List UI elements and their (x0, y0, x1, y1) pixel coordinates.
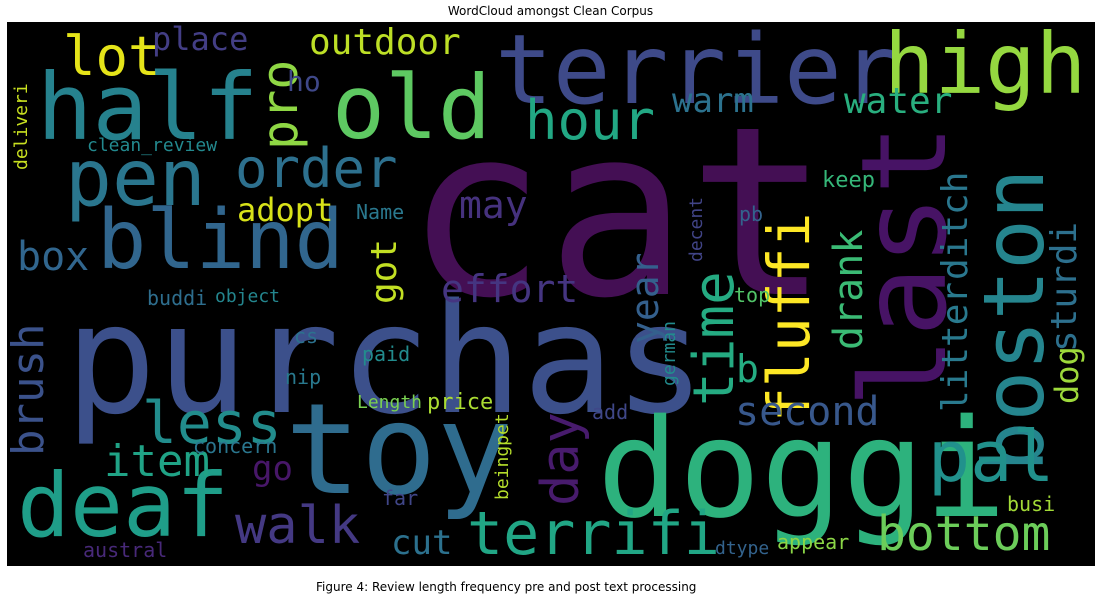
word-go: go (252, 449, 293, 489)
word-adopt: adopt (237, 191, 334, 229)
word-toy: toy (285, 376, 513, 523)
word-old: old (332, 56, 491, 159)
word-dtype: dtype (715, 538, 770, 559)
word-got: got (364, 238, 405, 304)
word-Length: Length (357, 392, 423, 413)
word-brush: brush (7, 323, 54, 456)
word-appear: appear (777, 530, 850, 554)
word-b: b (736, 347, 759, 391)
word-concern: concern (193, 434, 278, 458)
word-cloud: cat purchas toy doggi last terrier half … (7, 22, 1095, 566)
word-deaf: deaf (17, 454, 229, 557)
word-sturdi: sturdi (1044, 221, 1085, 352)
word-effort: effort (441, 267, 579, 311)
word-drank: drank (826, 229, 872, 350)
word-clean_review: clean_review (87, 135, 218, 156)
word-may: may (459, 183, 528, 227)
word-austral: austral (83, 538, 168, 562)
word-litter: litter (935, 281, 976, 412)
word-add: add (592, 400, 629, 424)
figure-caption: Figure 4: Review length frequency pre an… (316, 580, 697, 594)
word-terrier: terrier (495, 22, 900, 126)
word-warm: warm (672, 81, 754, 121)
word-pb: pb (739, 202, 764, 226)
word-pal: pal (928, 416, 1055, 498)
word-buddi: buddi (147, 286, 208, 310)
word-paid: paid (362, 342, 411, 366)
word-ditch: ditch (935, 171, 976, 280)
word-high: high (884, 22, 1087, 113)
word-keep: keep (822, 168, 875, 193)
word-day: day (531, 412, 591, 506)
word-doggi: doggi (597, 391, 1007, 549)
word-decent: decent (686, 196, 707, 262)
word-half: half (37, 54, 259, 161)
figure-title: WordCloud amongst Clean Corpus (447, 4, 654, 18)
word-pen: pen (65, 134, 206, 224)
word-ho: ho (287, 65, 321, 98)
word-outdoor: outdoor (309, 22, 461, 63)
word-blind: blind (97, 193, 344, 288)
word-object: object (215, 286, 281, 307)
word-top: top (734, 283, 771, 307)
word-nip: nip (285, 365, 322, 389)
word-bottom: bottom (877, 506, 1051, 562)
word-item: item (104, 436, 210, 487)
word-german: german (659, 320, 680, 386)
word-far: far (382, 486, 419, 510)
word-lot: lot (63, 25, 161, 88)
word-cs: cs (294, 324, 319, 348)
word-dog: dog (1048, 346, 1086, 404)
word-box: box (17, 234, 90, 280)
word-water: water (844, 81, 953, 122)
word-place: place (152, 22, 249, 58)
word-less: less (142, 389, 282, 457)
word-terrifi: terrifi (467, 499, 720, 566)
word-deliveri: deliveri (11, 83, 32, 170)
word-price: price (427, 390, 494, 415)
word-Name: Name (356, 200, 405, 224)
word-second: second (735, 389, 880, 435)
word-hour: hour (525, 89, 656, 152)
word-cat: cat (405, 77, 830, 350)
word-order: order (235, 137, 398, 200)
word-busi: busi (1007, 492, 1056, 516)
word-cut: cut (391, 523, 453, 563)
word-walk: walk (235, 496, 361, 556)
word-beingpet: beingpet (492, 413, 513, 500)
word-purchas: purchas (65, 271, 706, 448)
